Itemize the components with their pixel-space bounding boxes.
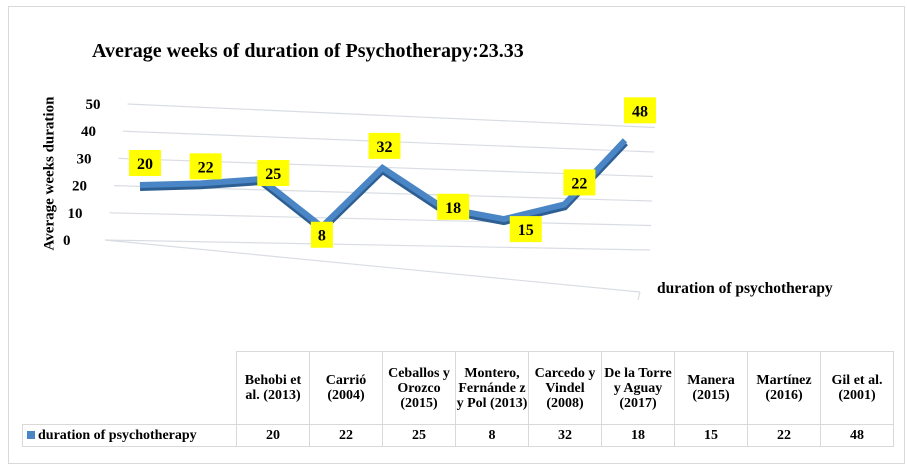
category-header: De la Torre y Aguay (2017) <box>601 351 675 425</box>
floor-edge <box>637 291 641 301</box>
y-tick-label: 50 <box>86 97 101 113</box>
data-label-bg <box>624 97 656 124</box>
data-label-bg <box>129 150 161 176</box>
value-cell: 32 <box>528 424 602 447</box>
chart-title: Average weeks of duration of Psychothera… <box>92 40 524 62</box>
legend-swatch <box>27 431 35 439</box>
legend-cell: duration of psychotherapy <box>22 424 237 447</box>
value-cell: 22 <box>747 424 821 447</box>
category-header: Behobi et al. (2013) <box>236 351 310 425</box>
data-label: 20 <box>137 156 153 173</box>
data-label: 48 <box>632 103 648 120</box>
data-label-bg <box>509 216 542 243</box>
data-table: Behobi et al. (2013) Carrió (2004) Ceballo… <box>22 351 894 447</box>
category-header: Ceballos y Orozco (2015) <box>382 351 456 425</box>
data-label: 18 <box>445 200 461 217</box>
category-header: Montero, Fernánde z y Pol (2013) <box>455 351 529 425</box>
floor-line <box>104 239 641 293</box>
data-label: 32 <box>377 139 393 156</box>
data-label-bg <box>437 193 470 220</box>
y-tick-label: 20 <box>72 179 87 195</box>
data-label: 22 <box>198 159 214 176</box>
data-label: 22 <box>571 175 587 192</box>
y-tick-label: 40 <box>81 124 96 140</box>
data-label: 15 <box>518 222 534 239</box>
y-tick-label: 30 <box>77 151 92 167</box>
category-header: Gil et al. (2001) <box>820 351 894 425</box>
series-line <box>139 138 628 231</box>
data-label-bg <box>310 221 333 248</box>
value-cell: 25 <box>382 424 456 447</box>
data-label-bg <box>563 169 596 196</box>
table-corner <box>22 351 237 425</box>
category-header: Manera (2015) <box>674 351 748 425</box>
gridline <box>104 239 651 251</box>
category-header: Carrió (2004) <box>309 351 383 425</box>
y-tick-label: 0 <box>63 233 71 249</box>
chart-frame <box>8 6 905 464</box>
gridline <box>127 103 656 129</box>
category-header: Carcedo y Vindel (2008) <box>528 351 602 425</box>
gridline <box>109 212 652 227</box>
data-label-bg <box>189 153 222 180</box>
category-header: Martínez (2016) <box>747 351 821 425</box>
value-cell: 48 <box>820 424 894 447</box>
x-axis-label: duration of psychotherapy <box>657 280 833 297</box>
data-label-bg <box>257 160 290 187</box>
y-tick-label: 10 <box>68 206 83 222</box>
value-cell: 8 <box>455 424 529 447</box>
value-cell: 18 <box>601 424 675 447</box>
legend-label: duration of psychotherapy <box>38 428 197 443</box>
value-cell: 22 <box>309 424 383 447</box>
data-label: 25 <box>265 166 281 183</box>
value-cell: 15 <box>674 424 748 447</box>
data-label-bg <box>368 132 401 159</box>
value-cell: 20 <box>236 424 310 447</box>
data-label: 8 <box>318 228 326 245</box>
